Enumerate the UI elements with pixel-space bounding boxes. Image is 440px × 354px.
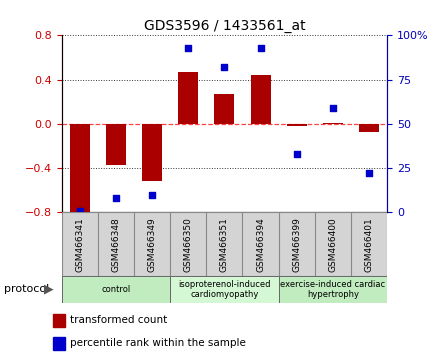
Text: GSM466351: GSM466351 (220, 217, 229, 272)
Point (293, 151, 300, 157)
Bar (70, 124, 90, 212)
Bar (279, 276, 387, 303)
Bar (142, 124, 162, 181)
Point (112, 195, 119, 201)
Point (76, 208, 83, 213)
Text: ▶: ▶ (44, 283, 54, 296)
Text: control: control (101, 285, 131, 294)
Title: GDS3596 / 1433561_at: GDS3596 / 1433561_at (143, 19, 305, 33)
Bar (62, 276, 170, 303)
Text: isoproterenol-induced
cardiomyopathy: isoproterenol-induced cardiomyopathy (178, 280, 271, 299)
Text: GSM466394: GSM466394 (256, 217, 265, 272)
Text: GSM466349: GSM466349 (147, 217, 157, 272)
Point (330, 105, 337, 111)
Point (221, 64, 228, 70)
Bar (323, 123, 343, 124)
Bar (251, 75, 271, 124)
Text: exercise-induced cardiac
hypertrophy: exercise-induced cardiac hypertrophy (280, 280, 385, 299)
Text: GSM466348: GSM466348 (111, 217, 121, 272)
Point (366, 171, 373, 176)
Text: GSM466341: GSM466341 (75, 217, 84, 272)
Bar (359, 124, 379, 132)
Bar (178, 72, 198, 124)
Text: GSM466350: GSM466350 (184, 217, 193, 272)
Point (257, 45, 264, 51)
Text: percentile rank within the sample: percentile rank within the sample (70, 338, 246, 348)
Bar (287, 124, 307, 126)
Point (185, 45, 192, 51)
Text: GSM466399: GSM466399 (292, 217, 301, 272)
Point (149, 192, 156, 198)
Bar (170, 276, 279, 303)
Bar (53, 314, 65, 327)
Bar (106, 124, 126, 165)
Text: GSM466401: GSM466401 (365, 217, 374, 272)
Bar (53, 337, 65, 350)
Text: transformed count: transformed count (70, 315, 167, 325)
Text: protocol: protocol (4, 284, 50, 295)
Text: GSM466400: GSM466400 (328, 217, 337, 272)
Bar (214, 94, 235, 124)
